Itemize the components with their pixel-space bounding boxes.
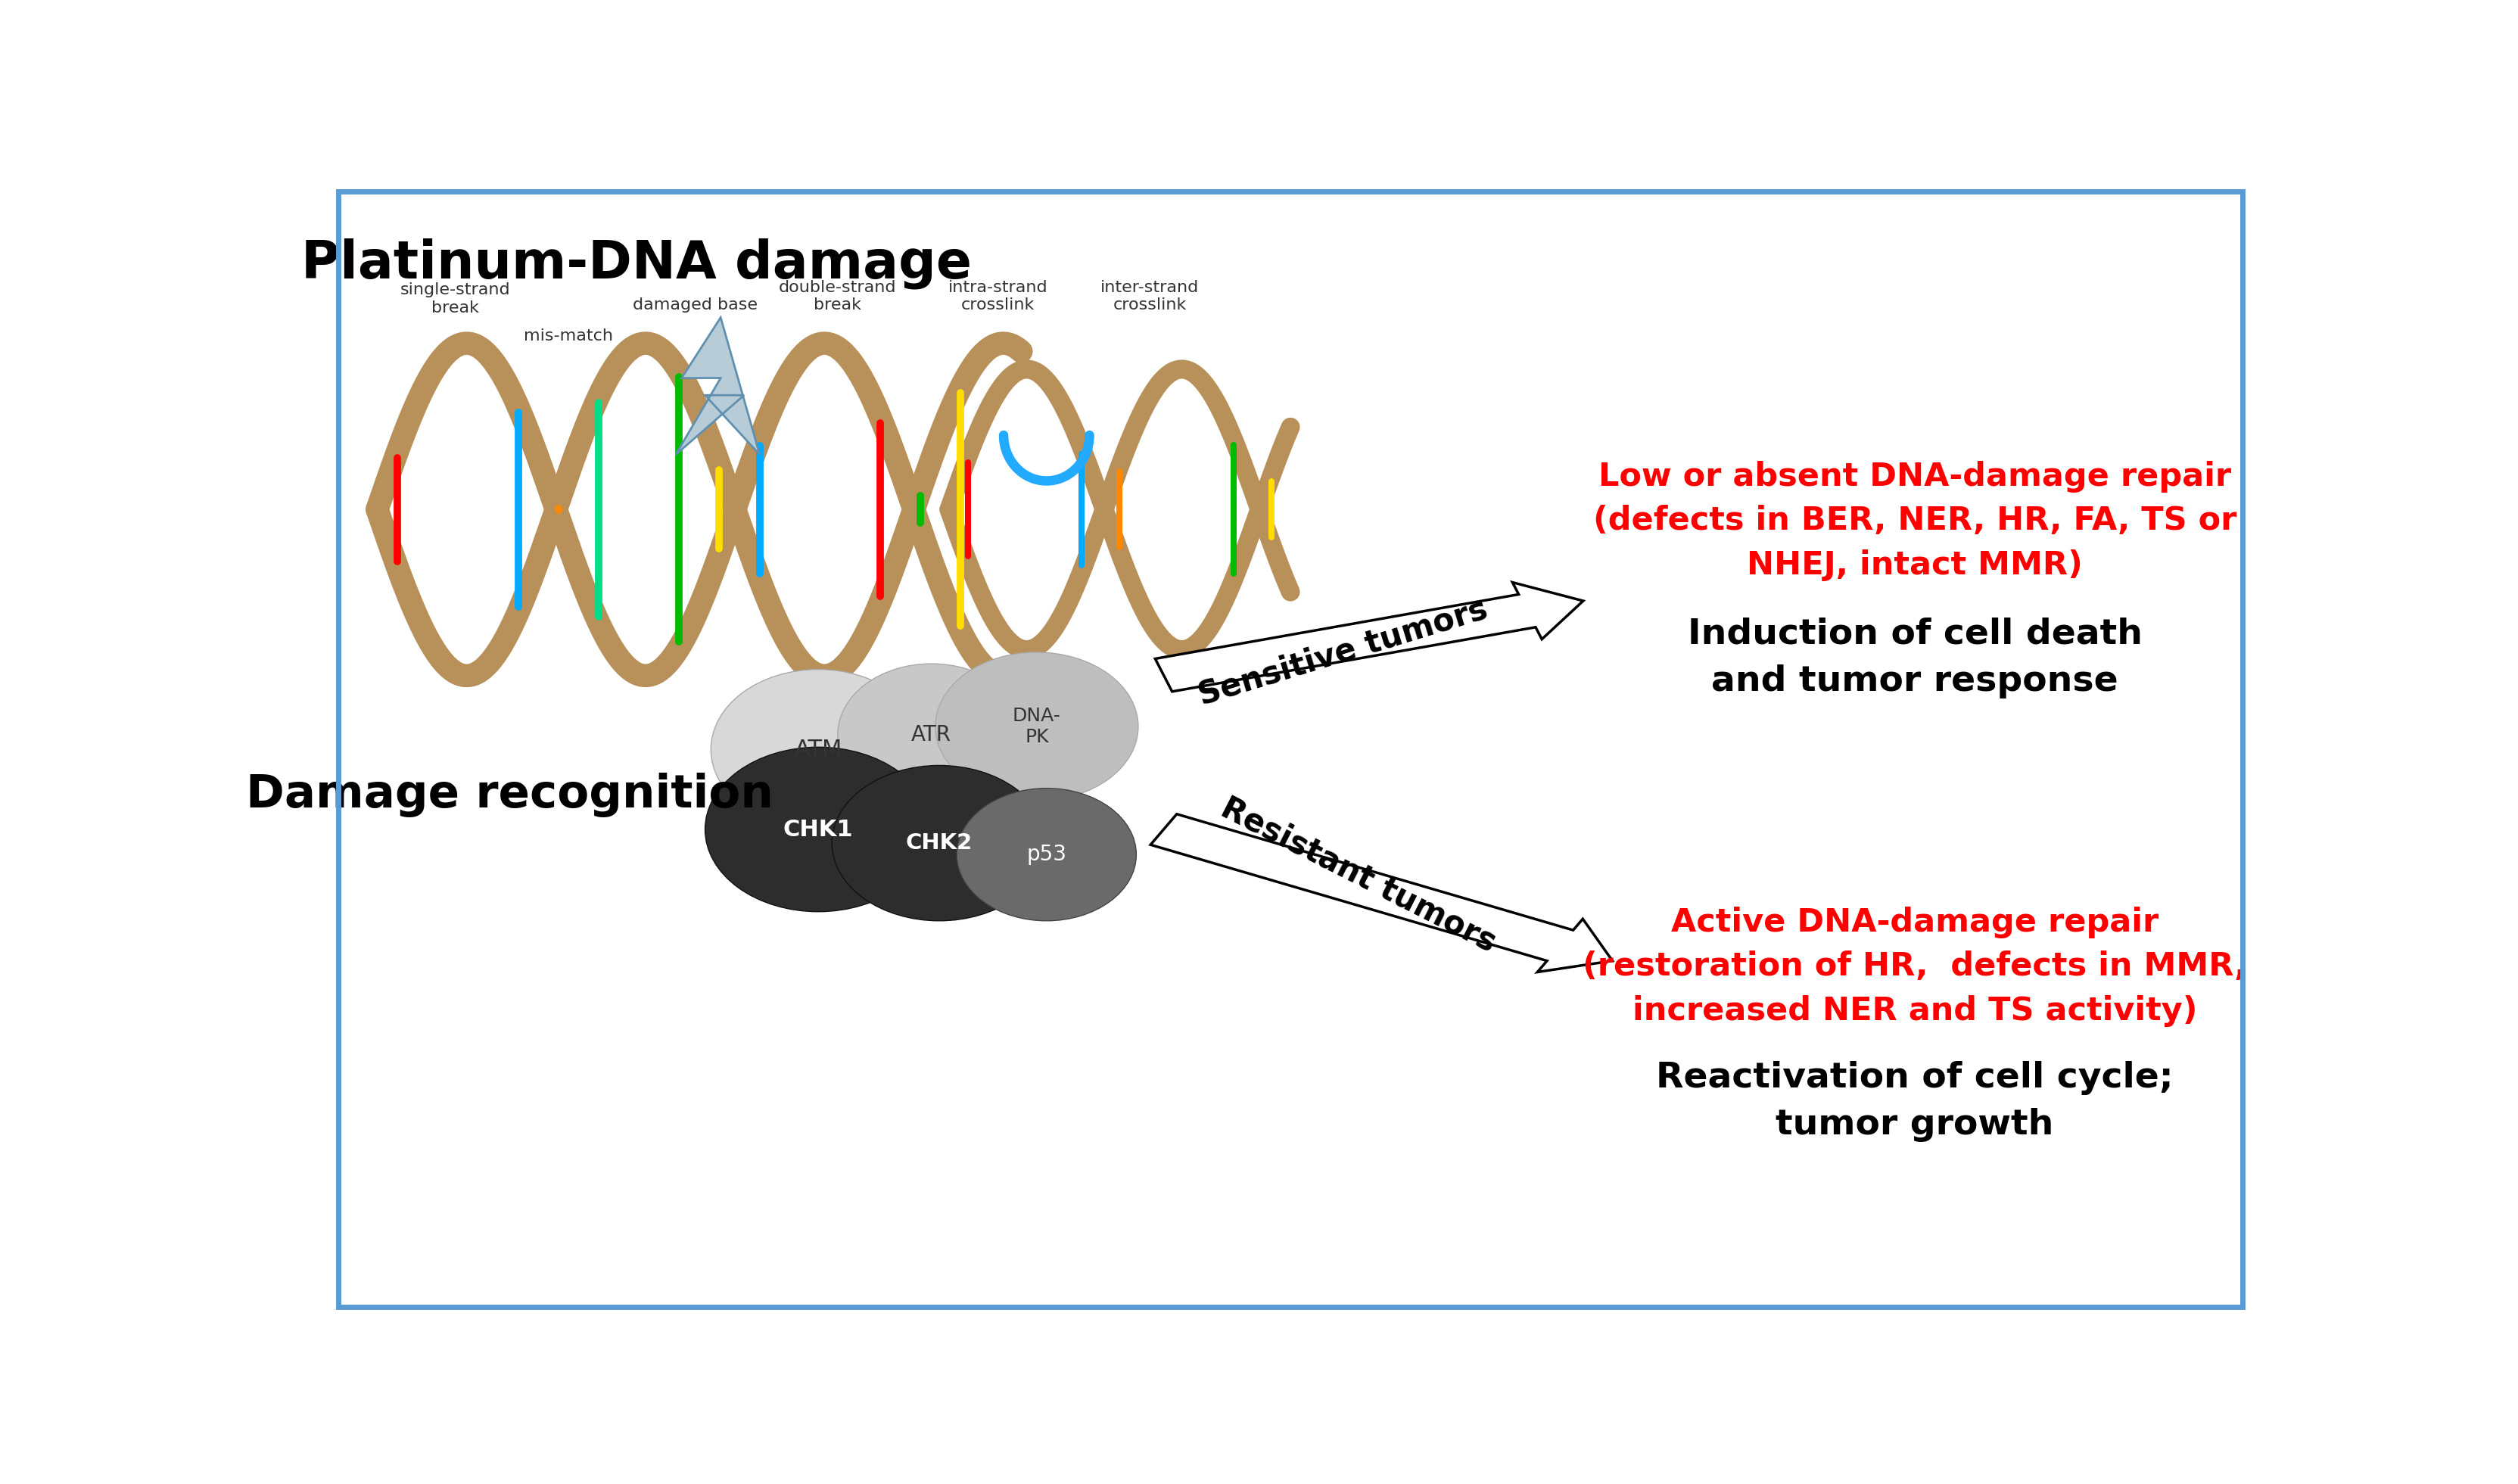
Text: Induction of cell death
and tumor response: Induction of cell death and tumor respon… (1687, 617, 2143, 699)
Text: Active DNA-damage repair
(restoration of HR,  defects in MMR,
increased NER and : Active DNA-damage repair (restoration of… (1584, 907, 2246, 1027)
Ellipse shape (838, 663, 1025, 806)
Ellipse shape (705, 746, 932, 911)
Polygon shape (675, 318, 760, 454)
Text: Low or absent DNA-damage repair
(defects in BER, NER, HR, FA, TS or
NHEJ, intact: Low or absent DNA-damage repair (defects… (1594, 460, 2236, 582)
Text: DNA-
PK: DNA- PK (1012, 706, 1060, 746)
Text: mis-match: mis-match (524, 328, 612, 344)
Text: Damage recognition: Damage recognition (247, 773, 773, 818)
Text: CHK2: CHK2 (906, 833, 972, 853)
Text: Resistant tumors: Resistant tumors (1216, 792, 1501, 959)
Text: double-strand
break: double-strand break (778, 280, 896, 313)
Text: CHK1: CHK1 (783, 819, 854, 840)
FancyArrow shape (1156, 582, 1584, 692)
Text: Reactivation of cell cycle;
tumor growth: Reactivation of cell cycle; tumor growth (1657, 1061, 2173, 1143)
Text: Platinum-DNA damage: Platinum-DNA damage (302, 239, 972, 289)
Text: ATM: ATM (793, 739, 841, 760)
FancyArrow shape (1151, 815, 1612, 972)
Text: p53: p53 (1027, 844, 1068, 865)
Ellipse shape (934, 653, 1138, 801)
Text: single-strand
break: single-strand break (400, 282, 511, 315)
Ellipse shape (831, 766, 1047, 920)
Text: intra-strand
crosslink: intra-strand crosslink (947, 280, 1047, 313)
Ellipse shape (957, 788, 1136, 920)
Text: inter-strand
crosslink: inter-strand crosslink (1100, 280, 1199, 313)
Text: ATR: ATR (912, 724, 952, 745)
Text: damaged base: damaged base (632, 298, 758, 313)
Text: Sensitive tumors: Sensitive tumors (1194, 594, 1491, 711)
Ellipse shape (710, 669, 927, 830)
